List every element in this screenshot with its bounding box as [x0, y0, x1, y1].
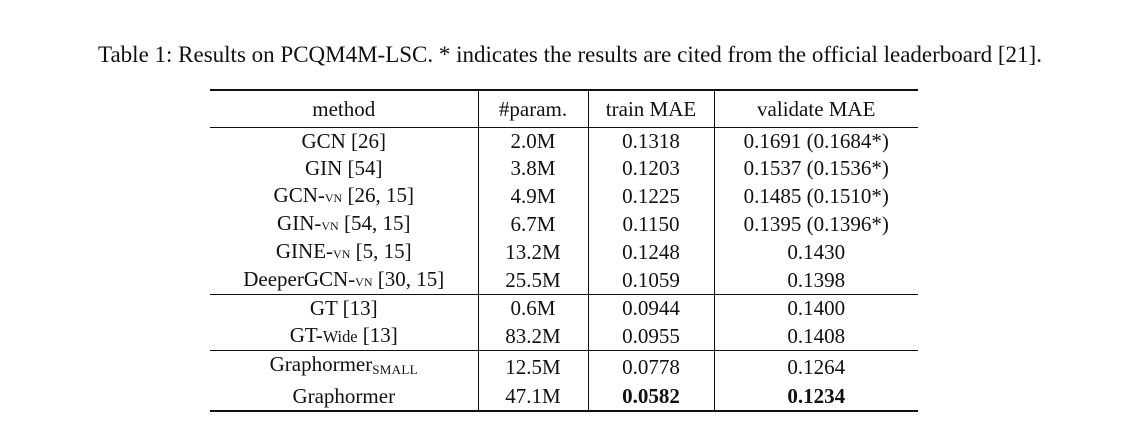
validate-mae-cell: 0.1691 (0.1684*) — [713, 127, 918, 155]
table-row: Graphormer 47.1M 0.0582 0.1234 — [210, 383, 918, 412]
validate-mae-cell: 0.1398 — [713, 266, 918, 295]
method-citation: [54, 15] — [338, 211, 411, 235]
method-name: GINE- — [275, 239, 334, 263]
train-mae-cell: 0.1318 — [587, 127, 714, 155]
validate-mae-cell: 0.1485 (0.1510*) — [713, 182, 918, 210]
method-suffix: Wide — [322, 327, 358, 346]
header-validate-mae: validate MAE — [713, 89, 918, 128]
params-cell: 4.9M — [477, 182, 588, 210]
train-mae-cell: 0.0955 — [587, 322, 714, 351]
method-suffix: vn — [333, 242, 351, 262]
method-suffix: vn — [324, 186, 343, 206]
validate-mae-cell: 0.1400 — [713, 294, 918, 322]
method-citation: [54] — [342, 156, 383, 180]
params-cell: 13.2M — [477, 238, 588, 266]
params-cell: 47.1M — [477, 383, 588, 412]
method-cell: GIN-vn [54, 15] — [210, 210, 478, 238]
header-method: method — [210, 89, 478, 128]
validate-mae-cell: 0.1430 — [713, 238, 918, 266]
validate-mae-cell: 0.1537 (0.1536*) — [713, 155, 918, 182]
results-table: method #param. train MAE validate MAE GC… — [210, 89, 918, 412]
method-name: GT- — [289, 323, 323, 347]
validate-mae-cell: 0.1264 — [713, 350, 918, 383]
best-value: 0.1234 — [787, 384, 846, 408]
table-row: GT-Wide [13] 83.2M 0.0955 0.1408 — [210, 322, 918, 351]
table-row: GT [13] 0.6M 0.0944 0.1400 — [210, 294, 918, 322]
validate-mae-cell: 0.1234 — [713, 383, 918, 412]
params-cell: 83.2M — [477, 322, 588, 351]
params-cell: 25.5M — [477, 266, 588, 295]
best-value: 0.0582 — [622, 384, 680, 408]
table-header-row: method #param. train MAE validate MAE — [210, 89, 918, 128]
header-params: #param. — [477, 89, 588, 128]
method-suffix: vn — [355, 270, 373, 290]
method-name: DeeperGCN- — [243, 267, 356, 291]
table-row: GCN [26] 2.0M 0.1318 0.1691 (0.1684*) — [210, 127, 918, 155]
table-row: GraphormerSMALL 12.5M 0.0778 0.1264 — [210, 350, 918, 383]
table-row: GCN-vn [26, 15] 4.9M 0.1225 0.1485 (0.15… — [210, 182, 918, 210]
method-citation: [26, 15] — [342, 183, 414, 207]
header-train-mae: train MAE — [587, 89, 714, 128]
results-table-container: method #param. train MAE validate MAE GC… — [210, 89, 918, 412]
params-cell: 6.7M — [477, 210, 588, 238]
method-cell: GCN [26] — [301, 129, 387, 153]
train-mae-cell: 0.0944 — [587, 294, 714, 322]
method-name: GCN- — [273, 183, 325, 207]
method-cell: GIN [54] — [210, 155, 478, 182]
table-row: DeeperGCN-vn [30, 15] 25.5M 0.1059 0.139… — [210, 266, 918, 295]
method-citation: [30, 15] — [372, 267, 445, 291]
train-mae-cell: 0.1225 — [587, 182, 714, 210]
train-mae-cell: 0.1150 — [587, 210, 714, 238]
method-name: GIN- — [277, 211, 322, 235]
params-cell: 2.0M — [477, 127, 588, 155]
method-cell: GT-Wide [13] — [210, 322, 478, 351]
method-cell: GINE-vn [5, 15] — [210, 238, 478, 266]
table-row: GINE-vn [5, 15] 13.2M 0.1248 0.1430 — [210, 238, 918, 266]
train-mae-cell: 0.1059 — [587, 266, 714, 295]
params-cell: 12.5M — [477, 350, 588, 383]
method-citation: [5, 15] — [350, 239, 412, 263]
method-cell: GCN-vn [26, 15] — [210, 182, 478, 210]
method-cell: Graphormer — [210, 383, 478, 412]
params-cell: 3.8M — [477, 155, 588, 182]
method-suffix: vn — [321, 214, 339, 234]
method-cell: GT [13] — [210, 294, 478, 322]
train-mae-cell: 0.0582 — [587, 383, 714, 412]
method-subscript: SMALL — [372, 362, 418, 377]
table-row: GIN [54] 3.8M 0.1203 0.1537 (0.1536*) — [210, 155, 918, 182]
table-row: GIN-vn [54, 15] 6.7M 0.1150 0.1395 (0.13… — [210, 210, 918, 238]
table-caption: Table 1: Results on PCQM4M-LSC. * indica… — [98, 42, 1042, 67]
method-cell: DeeperGCN-vn [30, 15] — [210, 266, 478, 295]
method-name: GIN — [304, 156, 343, 180]
method-citation: [13] — [357, 323, 398, 347]
method-name: Graphormer — [269, 352, 373, 376]
params-cell: 0.6M — [477, 294, 588, 322]
train-mae-cell: 0.0778 — [587, 350, 714, 383]
train-mae-cell: 0.1203 — [587, 155, 714, 182]
validate-mae-cell: 0.1395 (0.1396*) — [713, 210, 918, 238]
method-cell: GraphormerSMALL — [210, 350, 478, 383]
validate-mae-cell: 0.1408 — [713, 322, 918, 351]
train-mae-cell: 0.1248 — [587, 238, 714, 266]
